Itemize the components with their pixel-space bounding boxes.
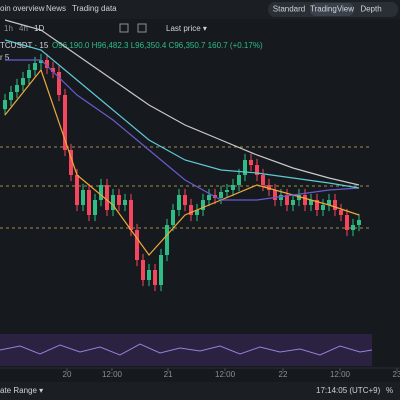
- candle-body: [93, 200, 97, 215]
- candle-body: [69, 150, 73, 175]
- candle-body: [135, 230, 139, 260]
- candle-body: [99, 185, 103, 200]
- candle-body: [165, 225, 169, 255]
- candle-body: [243, 160, 247, 175]
- candle-body: [291, 200, 295, 205]
- interval[interactable]: 4h: [19, 24, 28, 33]
- candle-body: [9, 92, 13, 100]
- candle-body: [177, 195, 181, 210]
- x-tick-label: 12:00: [102, 370, 123, 379]
- moving-average: [4, 39, 360, 189]
- candle-body: [51, 68, 55, 72]
- candle-body: [123, 200, 127, 205]
- candle-body: [15, 85, 19, 92]
- tab[interactable]: News: [46, 4, 66, 13]
- candle-body: [171, 210, 175, 225]
- rsi-panel: [0, 334, 372, 366]
- candle-body: [285, 195, 289, 205]
- candle-body: [357, 220, 361, 225]
- rsi-line: [0, 343, 373, 356]
- candle-body: [87, 190, 91, 215]
- candle-body: [147, 270, 151, 280]
- candle-body: [327, 200, 331, 205]
- candle-body: [267, 185, 271, 190]
- moving-average: [5, 59, 360, 201]
- candle-body: [129, 200, 133, 230]
- candle-body: [309, 200, 313, 205]
- x-tick-label: 23: [393, 370, 400, 379]
- candle-body: [153, 270, 157, 285]
- candle-body: [159, 255, 163, 285]
- candle-body: [333, 200, 337, 210]
- candle-body: [297, 195, 301, 200]
- candle-body: [3, 100, 7, 110]
- candle-body: [81, 190, 85, 205]
- candle-body: [105, 185, 109, 210]
- candle-body: [45, 60, 49, 68]
- candle-body: [255, 165, 259, 175]
- tool-icon[interactable]: [119, 23, 129, 33]
- candle-body: [57, 72, 61, 95]
- x-tick-label: 21: [164, 370, 173, 379]
- interval[interactable]: 1D: [34, 24, 44, 33]
- candle-body: [111, 195, 115, 210]
- candle-body: [117, 195, 121, 205]
- x-tick-label: 12:00: [215, 370, 236, 379]
- candle-body: [27, 70, 31, 78]
- candle-body: [261, 175, 265, 185]
- date-range[interactable]: ate Range ▾: [0, 386, 43, 395]
- view-option[interactable]: Depth: [360, 5, 381, 14]
- candle-body: [225, 190, 229, 192]
- candle-body: [75, 175, 79, 205]
- moving-average: [4, 68, 360, 256]
- x-tick-label: 12:00: [330, 370, 351, 379]
- candle-body: [207, 195, 211, 200]
- view-option[interactable]: Standard: [273, 5, 305, 14]
- active-view: [310, 3, 354, 16]
- interval[interactable]: 1h: [4, 24, 13, 33]
- candle-body: [141, 260, 145, 280]
- candle-body: [183, 195, 187, 205]
- tab[interactable]: Trading data: [72, 4, 117, 13]
- candle-body: [39, 60, 43, 63]
- candle-body: [345, 215, 349, 230]
- x-tick-label: 22: [279, 370, 288, 379]
- candle-body: [249, 160, 253, 165]
- tab[interactable]: oin overview: [0, 4, 45, 13]
- candle-body: [237, 175, 241, 185]
- candle-body: [231, 185, 235, 190]
- candle-body: [201, 200, 205, 210]
- ma-legend: r 5: [0, 53, 10, 62]
- candle-body: [63, 95, 67, 150]
- candle-body: [321, 205, 325, 210]
- ohlc-readout: O96,190.0 H96,482.3 L96,350.4 C96,350.7 …: [52, 41, 263, 50]
- bottom-bar: [0, 382, 400, 400]
- moving-average: [4, 19, 360, 186]
- candle-body: [33, 63, 37, 70]
- candle-body: [315, 200, 319, 210]
- candle-body: [195, 210, 199, 215]
- candle-body: [273, 190, 277, 200]
- candle-body: [189, 205, 193, 215]
- percent-toggle[interactable]: %: [386, 386, 393, 395]
- price-mode[interactable]: Last price ▾: [166, 24, 207, 33]
- view-option[interactable]: TradingView: [310, 5, 354, 14]
- candle-body: [339, 210, 343, 215]
- candle-body: [303, 195, 307, 205]
- clock: 17:14:05 (UTC+9): [316, 386, 381, 395]
- candle-body: [351, 225, 355, 230]
- candle-body: [279, 195, 283, 200]
- candle-body: [21, 78, 25, 85]
- x-tick-label: 20: [63, 370, 72, 379]
- candle-body: [219, 192, 223, 198]
- tool-icon[interactable]: [137, 23, 147, 33]
